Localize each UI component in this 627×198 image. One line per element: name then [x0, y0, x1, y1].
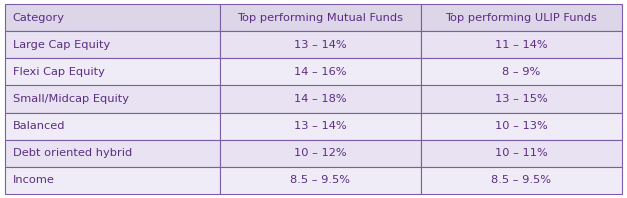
Text: 13 – 14%: 13 – 14% [294, 40, 347, 50]
Text: 10 – 12%: 10 – 12% [294, 148, 347, 158]
Text: Top performing ULIP Funds: Top performing ULIP Funds [445, 12, 598, 23]
Text: 8.5 – 9.5%: 8.5 – 9.5% [492, 175, 551, 186]
Bar [421, 113, 622, 140]
Text: 14 – 18%: 14 – 18% [294, 94, 347, 104]
Bar [421, 85, 622, 113]
Bar [5, 167, 219, 194]
Text: 14 – 16%: 14 – 16% [294, 67, 347, 77]
Text: Small/Midcap Equity: Small/Midcap Equity [13, 94, 129, 104]
Text: 10 – 13%: 10 – 13% [495, 121, 548, 131]
Bar [219, 85, 421, 113]
Text: Top performing Mutual Funds: Top performing Mutual Funds [237, 12, 403, 23]
Bar [421, 4, 622, 31]
Bar [219, 140, 421, 167]
Bar [219, 113, 421, 140]
Text: 10 – 11%: 10 – 11% [495, 148, 548, 158]
Text: Category: Category [13, 12, 65, 23]
Bar [421, 58, 622, 85]
Bar [5, 140, 219, 167]
Text: Flexi Cap Equity: Flexi Cap Equity [13, 67, 105, 77]
Bar [5, 58, 219, 85]
Bar [5, 4, 219, 31]
Bar [219, 58, 421, 85]
Text: 8.5 – 9.5%: 8.5 – 9.5% [290, 175, 350, 186]
Bar [5, 85, 219, 113]
Bar [5, 113, 219, 140]
Bar [421, 31, 622, 58]
Bar [5, 31, 219, 58]
Text: Debt oriented hybrid: Debt oriented hybrid [13, 148, 132, 158]
Text: 8 – 9%: 8 – 9% [502, 67, 540, 77]
Text: Large Cap Equity: Large Cap Equity [13, 40, 110, 50]
Text: Income: Income [13, 175, 55, 186]
Bar [219, 167, 421, 194]
Bar [219, 4, 421, 31]
Text: 11 – 14%: 11 – 14% [495, 40, 548, 50]
Bar [421, 140, 622, 167]
Bar [421, 167, 622, 194]
Bar [219, 31, 421, 58]
Text: Balanced: Balanced [13, 121, 65, 131]
Text: 13 – 14%: 13 – 14% [294, 121, 347, 131]
Text: 13 – 15%: 13 – 15% [495, 94, 548, 104]
